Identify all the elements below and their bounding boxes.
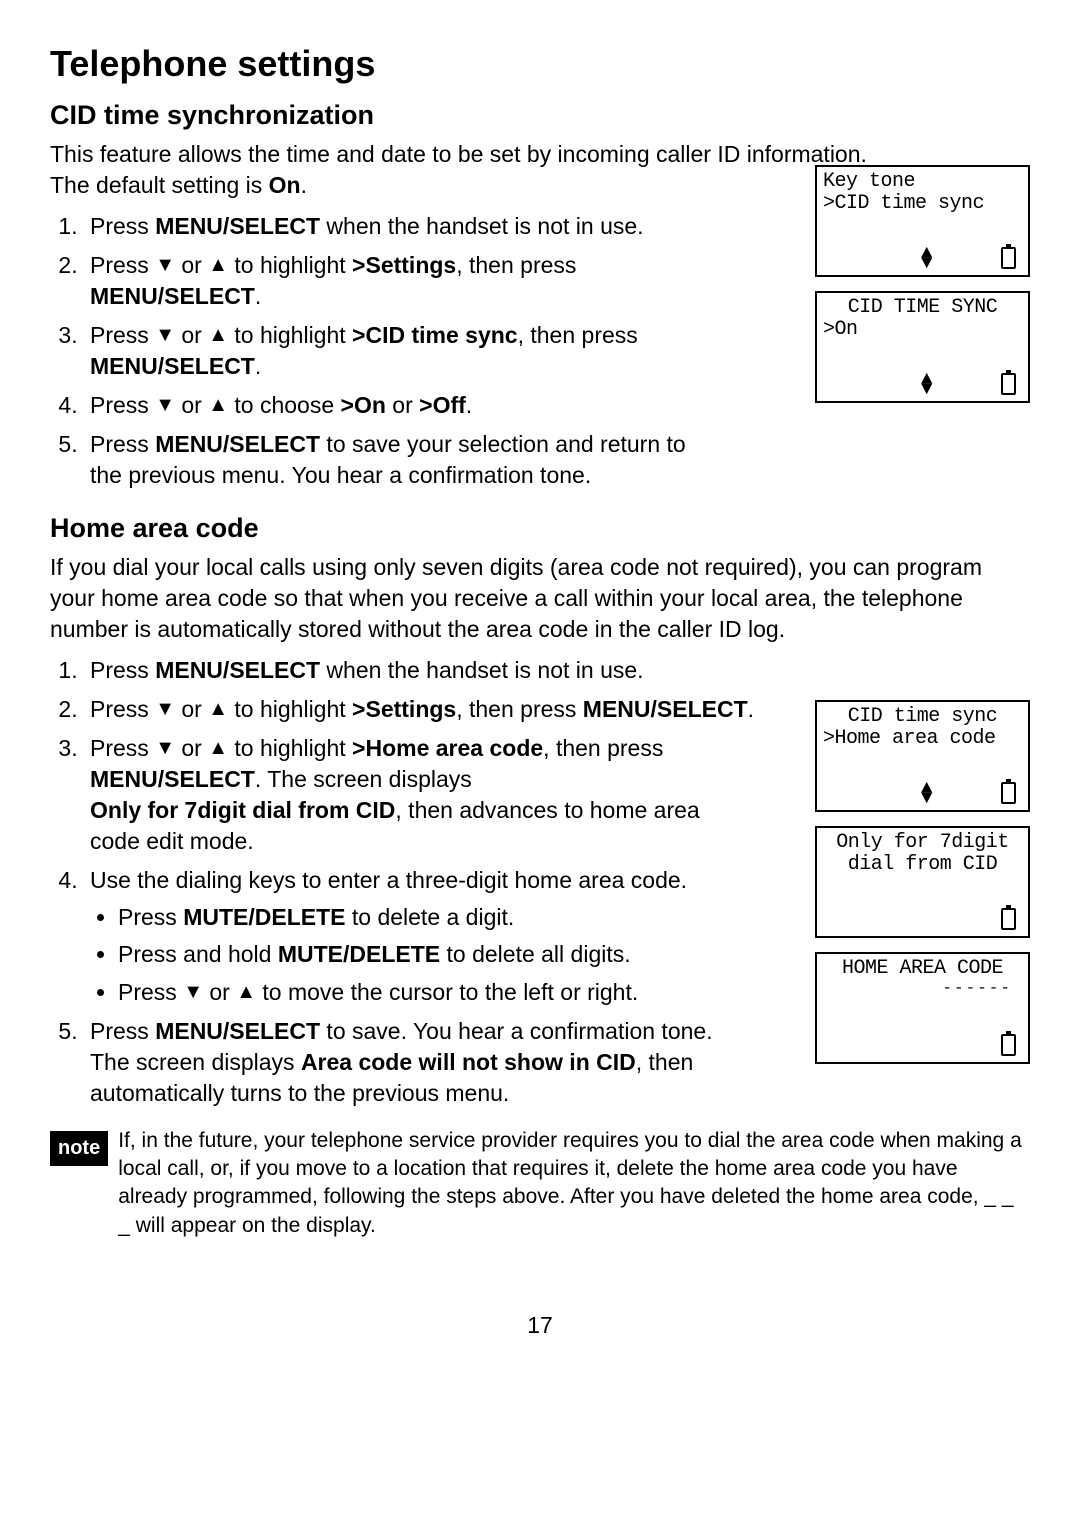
updown-icon: ▲▼ <box>921 783 932 804</box>
lcd-screen-5: HOME AREA CODE ------ <box>815 952 1030 1064</box>
note-badge: note <box>50 1131 108 1166</box>
battery-icon <box>1001 247 1016 269</box>
down-arrow-icon: ▼ <box>155 394 175 416</box>
down-arrow-icon: ▼ <box>155 737 175 759</box>
s1-step1: Press MENU/SELECT when the handset is no… <box>84 211 710 242</box>
section2-intro: If you dial your local calls using only … <box>50 552 1030 645</box>
note-block: note If, in the future, your telephone s… <box>50 1127 1030 1240</box>
up-arrow-icon: ▲ <box>208 324 228 346</box>
s2-step1: Press MENU/SELECT when the handset is no… <box>84 655 1064 686</box>
battery-icon <box>1001 373 1016 395</box>
down-arrow-icon: ▼ <box>155 254 175 276</box>
lcd2-line1: CID TIME SYNC <box>823 297 1022 319</box>
lcd1-line2: >CID time sync <box>823 193 1022 215</box>
lcd3-line2: >Home area code <box>823 728 1022 750</box>
lcd5-line2: ------ <box>823 980 1022 998</box>
battery-icon <box>1001 908 1016 930</box>
lcd-screen-4: Only for 7digit dial from CID <box>815 826 1030 938</box>
s1-step5: Press MENU/SELECT to save your selection… <box>84 429 710 491</box>
lcd4-line1: Only for 7digit <box>823 832 1022 854</box>
page-title: Telephone settings <box>50 40 1030 89</box>
up-arrow-icon: ▲ <box>236 981 256 1003</box>
section-heading-cid: CID time synchronization <box>50 97 1030 133</box>
lcd-screen-3: CID time sync >Home area code ▲▼ <box>815 700 1030 812</box>
s2-step5: Press MENU/SELECT to save. You hear a co… <box>84 1016 744 1109</box>
lcd-screen-1: Key tone >CID time sync ▲▼ <box>815 165 1030 277</box>
up-arrow-icon: ▲ <box>208 737 228 759</box>
lcd5-line1: HOME AREA CODE <box>823 958 1022 980</box>
s2-step3: Press ▼ or ▲ to highlight >Home area cod… <box>84 733 744 857</box>
battery-icon <box>1001 1034 1016 1056</box>
bullet-delete-digit: Press MUTE/DELETE to delete a digit. <box>118 902 744 933</box>
updown-icon: ▲▼ <box>921 374 932 395</box>
up-arrow-icon: ▲ <box>208 254 228 276</box>
bullet-move-cursor: Press ▼ or ▲ to move the cursor to the l… <box>118 977 744 1008</box>
s2-step4: Use the dialing keys to enter a three-di… <box>84 865 744 1007</box>
down-arrow-icon: ▼ <box>155 698 175 720</box>
bullet-delete-all: Press and hold MUTE/DELETE to delete all… <box>118 939 744 970</box>
up-arrow-icon: ▲ <box>208 394 228 416</box>
s2-step4-bullets: Press MUTE/DELETE to delete a digit. Pre… <box>90 902 744 1007</box>
s1-step2: Press ▼ or ▲ to highlight >Settings, the… <box>84 250 710 312</box>
section1-steps: Press MENU/SELECT when the handset is no… <box>50 211 710 491</box>
down-arrow-icon: ▼ <box>155 324 175 346</box>
up-arrow-icon: ▲ <box>208 698 228 720</box>
down-arrow-icon: ▼ <box>183 981 203 1003</box>
lcd4-line2: dial from CID <box>823 854 1022 876</box>
section-heading-home: Home area code <box>50 510 1030 546</box>
note-text: If, in the future, your telephone servic… <box>118 1127 1030 1240</box>
lcd2-line2: >On <box>823 319 1022 341</box>
lcd-column-2: CID time sync >Home area code ▲▼ Only fo… <box>815 700 1030 1078</box>
battery-icon <box>1001 782 1016 804</box>
updown-icon: ▲▼ <box>921 248 932 269</box>
lcd-screen-2: CID TIME SYNC >On ▲▼ <box>815 291 1030 403</box>
s1-step3: Press ▼ or ▲ to highlight >CID time sync… <box>84 320 710 382</box>
lcd3-line1: CID time sync <box>823 706 1022 728</box>
page-number: 17 <box>50 1310 1030 1341</box>
section1-intro: This feature allows the time and date to… <box>50 139 880 201</box>
lcd1-line1: Key tone <box>823 171 1022 193</box>
s1-step4: Press ▼ or ▲ to choose >On or >Off. <box>84 390 710 421</box>
lcd-column-1: Key tone >CID time sync ▲▼ CID TIME SYNC… <box>815 165 1030 417</box>
